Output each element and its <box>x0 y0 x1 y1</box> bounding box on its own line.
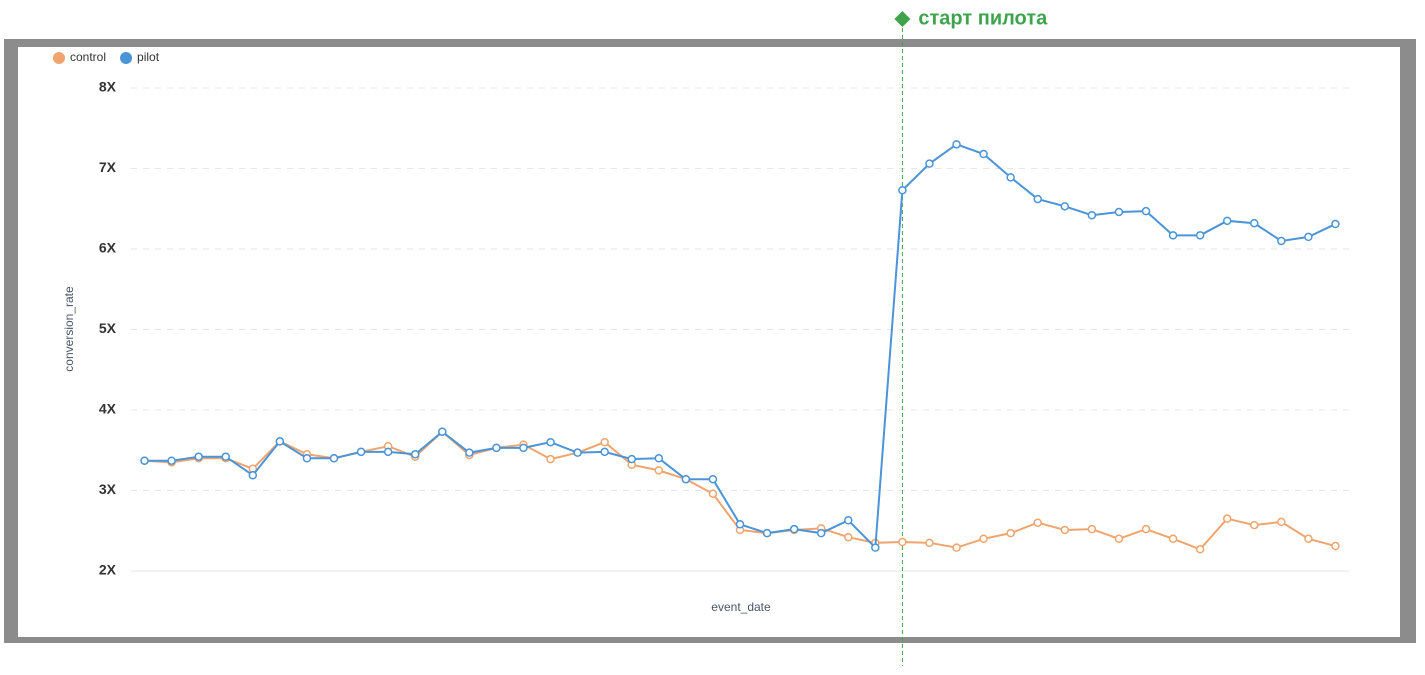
data-point <box>1304 534 1313 544</box>
data-point <box>140 456 149 465</box>
data-point <box>1168 534 1178 544</box>
data-point <box>1087 524 1097 534</box>
data-point <box>1141 524 1151 534</box>
data-point <box>952 543 961 552</box>
data-point <box>979 534 988 544</box>
annotation-text: старт пилота <box>918 7 1048 29</box>
data-point <box>1114 207 1124 217</box>
data-point <box>1304 232 1313 242</box>
data-point <box>1141 206 1151 216</box>
data-point <box>898 537 907 547</box>
data-point <box>492 443 501 453</box>
data-point <box>546 454 555 464</box>
annotation-marker <box>894 11 911 27</box>
data-point <box>708 489 718 498</box>
data-point <box>573 448 582 457</box>
y-axis-label: conversion_rate <box>62 286 76 372</box>
data-point <box>600 437 609 447</box>
legend-swatch <box>120 52 133 64</box>
data-point <box>1033 194 1042 204</box>
data-point <box>1250 218 1259 228</box>
data-point <box>438 427 447 436</box>
data-point <box>844 516 853 525</box>
data-point <box>708 474 718 484</box>
data-point <box>167 456 176 465</box>
data-point <box>1277 236 1286 246</box>
data-point <box>1195 545 1205 554</box>
data-point <box>871 543 880 552</box>
y-tick-label: 2X <box>99 562 117 578</box>
data-point <box>1060 525 1070 535</box>
y-tick-label: 8X <box>99 79 117 95</box>
data-point <box>248 470 258 480</box>
data-point <box>627 454 636 464</box>
data-point <box>1114 534 1124 544</box>
data-point <box>925 538 934 548</box>
data-point <box>1222 216 1232 226</box>
data-point <box>816 528 826 538</box>
data-point <box>1195 231 1205 240</box>
data-point <box>1331 219 1340 229</box>
data-point <box>654 466 664 475</box>
data-point <box>410 450 420 459</box>
data-point <box>302 454 312 463</box>
data-point <box>1087 210 1097 220</box>
data-point <box>383 447 393 457</box>
y-tick-label: 3X <box>99 481 117 497</box>
data-point <box>789 524 799 534</box>
data-point <box>654 454 664 463</box>
data-point <box>600 447 609 457</box>
data-point <box>681 474 691 484</box>
data-point <box>1168 231 1178 240</box>
y-tick-label: 4X <box>99 401 117 417</box>
y-tick-label: 5X <box>99 320 117 336</box>
data-point <box>1060 202 1070 211</box>
data-point <box>844 532 853 542</box>
legend-label: control <box>70 50 106 64</box>
data-point <box>194 452 203 461</box>
y-tick-label: 7X <box>99 159 117 175</box>
data-point <box>1006 173 1015 182</box>
y-tick-label: 6X <box>99 240 117 256</box>
data-point <box>275 437 285 446</box>
data-point <box>546 437 555 447</box>
data-point <box>979 149 988 159</box>
data-point <box>952 140 961 149</box>
data-point <box>735 520 745 529</box>
data-point <box>329 454 339 463</box>
data-point <box>1222 514 1232 523</box>
data-point <box>925 159 934 168</box>
data-point <box>1277 517 1286 527</box>
legend-label: pilot <box>137 50 160 64</box>
legend-swatch <box>53 52 65 64</box>
panel <box>18 47 1400 637</box>
data-point <box>1033 518 1042 527</box>
data-point <box>1006 528 1015 538</box>
data-point <box>898 185 907 195</box>
data-point <box>1250 520 1259 530</box>
data-point <box>465 448 474 457</box>
data-point <box>1331 541 1340 551</box>
data-point <box>519 443 528 453</box>
x-axis-label: event_date <box>711 600 771 614</box>
data-point <box>762 528 772 538</box>
data-point <box>221 452 230 461</box>
data-point <box>356 447 366 457</box>
